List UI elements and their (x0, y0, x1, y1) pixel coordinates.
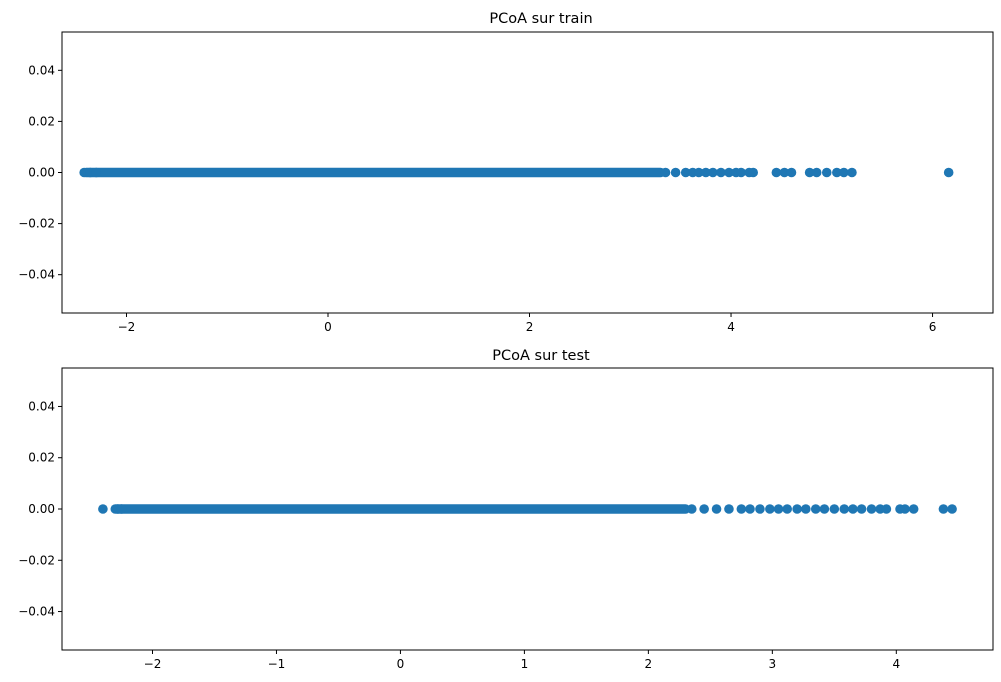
data-point (660, 167, 671, 178)
test-title: PCoA sur test (492, 348, 590, 364)
data-point (680, 167, 691, 178)
x-tick-label: 2 (645, 657, 653, 671)
data-point (908, 504, 919, 514)
y-tick-label: 0.00 (28, 166, 55, 180)
x-tick-label: 0 (324, 320, 332, 334)
data-point (724, 167, 734, 178)
data-point (724, 504, 734, 514)
data-point (792, 504, 802, 514)
x-tick-label: 4 (727, 320, 735, 334)
data-point (839, 167, 849, 178)
data-point (755, 504, 765, 514)
train-y-ticks: −0.04 −0.02 0.00 0.02 0.04 (18, 63, 62, 282)
data-point (98, 504, 108, 514)
test-x-ticks: −2 −1 0 1 2 3 4 (144, 650, 900, 671)
test-y-ticks: −0.04 −0.02 0.00 0.02 0.04 (18, 399, 62, 619)
data-point (693, 167, 704, 178)
data-point (839, 504, 850, 514)
x-tick-label: 1 (521, 657, 529, 671)
data-point (773, 504, 784, 514)
train-x-ticks: −2 0 2 4 6 (118, 313, 937, 334)
y-tick-label: −0.04 (18, 268, 55, 282)
data-point (881, 504, 892, 514)
x-tick-label: −2 (144, 657, 162, 671)
y-tick-label: 0.02 (28, 451, 55, 465)
test-panel: PCoA sur test −2 −1 0 1 2 3 4 −0.04 −0.02 0.00 0.… (18, 348, 994, 671)
y-tick-label: −0.02 (18, 553, 55, 567)
data-point (819, 504, 830, 514)
data-point (847, 167, 857, 178)
data-point (716, 167, 726, 178)
data-point (866, 504, 877, 514)
y-tick-label: 0.04 (28, 63, 55, 77)
x-tick-label: −2 (118, 320, 136, 334)
x-tick-label: −1 (268, 657, 286, 671)
data-point (708, 167, 718, 178)
data-point (771, 167, 782, 178)
data-point (765, 504, 775, 514)
data-point (786, 167, 797, 178)
train-panel: PCoA sur train −2 0 2 4 6 −0.04 −0.02 0.00 0.02… (18, 11, 994, 334)
data-point (711, 504, 722, 514)
y-tick-label: 0.02 (28, 114, 55, 128)
data-point (745, 504, 755, 514)
data-point (829, 504, 840, 514)
data-point (116, 504, 127, 514)
data-point (947, 504, 957, 514)
data-point (699, 504, 709, 514)
data-point (938, 504, 949, 514)
data-point (821, 167, 832, 178)
data-point (748, 167, 758, 178)
test-points (98, 504, 957, 514)
data-point (736, 504, 747, 514)
data-point (856, 504, 867, 514)
data-point (670, 167, 681, 178)
data-point (810, 504, 821, 514)
y-tick-label: −0.02 (18, 217, 55, 231)
y-tick-label: 0.00 (28, 502, 55, 516)
data-point (701, 167, 711, 178)
x-tick-label: 0 (397, 657, 405, 671)
data-point (832, 167, 842, 178)
x-tick-label: 6 (929, 320, 937, 334)
data-point (804, 167, 815, 178)
data-point (900, 504, 910, 514)
data-point (782, 504, 793, 514)
train-title: PCoA sur train (489, 11, 592, 27)
data-point (801, 504, 811, 514)
y-tick-label: 0.04 (28, 399, 55, 413)
data-point (811, 167, 822, 178)
y-tick-label: −0.04 (18, 605, 55, 619)
data-point (779, 167, 790, 178)
train-points (79, 167, 954, 178)
x-tick-label: 2 (526, 320, 534, 334)
data-point (943, 167, 954, 178)
data-point (91, 167, 102, 178)
data-point (686, 504, 697, 514)
x-tick-label: 4 (892, 657, 900, 671)
data-point (848, 504, 858, 514)
x-tick-label: 3 (769, 657, 777, 671)
data-point (736, 167, 746, 178)
